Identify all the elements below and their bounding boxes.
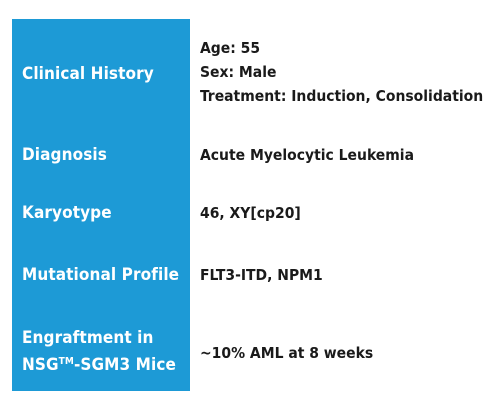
sex-value: Sex: Male bbox=[200, 63, 277, 81]
engraftment-value: ~10% AML at 8 weeks bbox=[200, 344, 374, 362]
karyotype-value: 46, XY[cp20] bbox=[200, 204, 301, 222]
mutational-profile-value: FLT3-ITD, NPM1 bbox=[200, 266, 323, 284]
clinical-history-label: Clinical History bbox=[22, 64, 154, 84]
diagnosis-label: Diagnosis bbox=[22, 145, 107, 165]
nsg-text: NSG bbox=[22, 355, 59, 375]
mutational-profile-label: Mutational Profile bbox=[22, 265, 180, 285]
sgm3-mice-text: -SGM3 Mice bbox=[73, 355, 176, 375]
treatment-value: Treatment: Induction, Consolidation bbox=[200, 87, 484, 105]
engraftment-label-line2: NSGTM-SGM3 Mice bbox=[22, 350, 176, 377]
age-value: Age: 55 bbox=[200, 39, 261, 57]
diagnosis-value: Acute Myelocytic Leukemia bbox=[200, 146, 414, 164]
trademark-mark: TM bbox=[58, 356, 74, 367]
label-column-panel bbox=[12, 19, 190, 391]
engraftment-label: Engraftment in NSGTM-SGM3 Mice bbox=[22, 326, 176, 377]
clinical-history-values: Age: 55 Sex: Male Treatment: Induction, … bbox=[200, 36, 483, 108]
engraftment-label-line1: Engraftment in bbox=[22, 328, 154, 348]
karyotype-label: Karyotype bbox=[22, 203, 112, 223]
